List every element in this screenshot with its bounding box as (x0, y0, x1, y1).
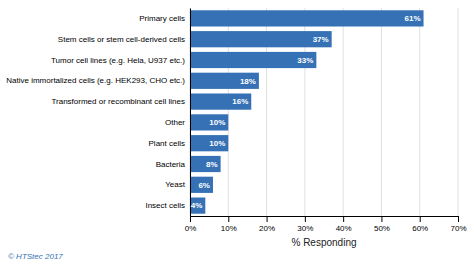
x-tick-mark (420, 216, 421, 222)
grid-line (190, 8, 191, 216)
plot: 0% 10% 20% 30% 40% 50% 60% 70% Insect cells Yeast… (6, 8, 466, 248)
grid-line (419, 8, 420, 216)
y-tick-label: Plant cells (149, 139, 185, 148)
data-labels: 4% 6% 8% 10% 10% 16% 18% 33% 37% 61% (191, 14, 421, 210)
x-tick-mark (305, 216, 306, 222)
grid-line (343, 8, 344, 216)
data-label: 37% (313, 35, 329, 44)
y-tick-label: Other (165, 118, 185, 127)
y-tick: Yeast (165, 180, 190, 189)
x-tick: 40% (336, 216, 352, 233)
x-tick: 70% (450, 216, 466, 233)
x-tick-label: 10% (221, 224, 237, 233)
y-axis-line (190, 9, 191, 217)
x-tick: 60% (412, 216, 428, 233)
y-tick: Transformed or recombinant cell lines (51, 97, 190, 106)
data-label: 10% (209, 139, 225, 148)
x-tick-mark (190, 216, 191, 222)
x-axis-line (191, 217, 459, 223)
data-label: 10% (209, 118, 225, 127)
x-tick-label: 20% (259, 224, 275, 233)
grid-line (381, 8, 382, 216)
x-axis-title: % Responding (291, 237, 356, 248)
y-tick-label: Stem cells or stem cell-derived cells (58, 35, 185, 44)
annotation: © HTStec 2017 (8, 252, 63, 261)
y-tick: Native immortalized cells (e.g. HEK293, … (6, 76, 190, 85)
grid (190, 8, 458, 216)
x-tick: 0% (185, 216, 197, 233)
chart: 0% 10% 20% 30% 40% 50% 60% 70% Insect cells Yeast… (0, 0, 474, 264)
x-tick-mark (381, 216, 382, 222)
bar (190, 114, 228, 130)
bar (190, 135, 228, 151)
x-tick: 50% (374, 216, 390, 233)
x-tick-mark (267, 216, 268, 222)
y-tick-label: Primary cells (139, 14, 185, 23)
y-tick-label: Transformed or recombinant cell lines (51, 97, 185, 106)
x-tick: 10% (221, 216, 237, 233)
data-label: 16% (232, 97, 248, 106)
x-tick-label: 60% (412, 224, 428, 233)
y-tick-label: Bacteria (156, 160, 186, 169)
y-tick-label: Yeast (165, 180, 186, 189)
y-tick: Bacteria (156, 160, 190, 169)
data-label: 4% (191, 201, 203, 210)
x-tick-label: 30% (297, 224, 313, 233)
x-tick: 30% (297, 216, 313, 233)
x-tick-mark (458, 216, 459, 222)
bar (190, 73, 259, 89)
y-tick: Stem cells or stem cell-derived cells (58, 35, 190, 44)
x-tick-label: 40% (336, 224, 352, 233)
y-tick: Plant cells (149, 139, 190, 148)
x-tick-label: 70% (450, 224, 466, 233)
x-tick-mark (228, 216, 229, 222)
x-tick-label: 50% (374, 224, 390, 233)
y-tick-label: Tumor cell lines (e.g. Hela, U937 etc.) (51, 56, 185, 65)
bar (190, 52, 316, 68)
bar (190, 93, 251, 109)
data-label: 6% (198, 181, 210, 190)
bar (190, 177, 213, 193)
y-tick: Other (165, 118, 190, 127)
y-tick-label: Native immortalized cells (e.g. HEK293, … (6, 76, 185, 85)
data-label: 33% (297, 56, 313, 65)
bar (190, 10, 424, 26)
y-tick: Primary cells (139, 14, 190, 23)
bar (190, 156, 221, 172)
bars (190, 10, 424, 213)
y-tick-label: Insect cells (145, 201, 185, 210)
data-label: 18% (240, 77, 256, 86)
y-axis: Insect cells Yeast Bacteria Plant cells Othe… (6, 9, 190, 217)
data-label: 8% (206, 160, 218, 169)
x-axis: 0% 10% 20% 30% 40% 50% 60% 70% (185, 216, 467, 233)
y-tick: Tumor cell lines (e.g. Hela, U937 etc.) (51, 56, 190, 65)
x-tick-mark (343, 216, 344, 222)
bar (190, 197, 205, 213)
bar (190, 31, 332, 47)
grid-line (458, 8, 459, 216)
y-tick: Insect cells (145, 201, 190, 210)
x-tick-label: 0% (185, 224, 197, 233)
x-tick: 20% (259, 216, 275, 233)
data-label: 61% (405, 14, 421, 23)
